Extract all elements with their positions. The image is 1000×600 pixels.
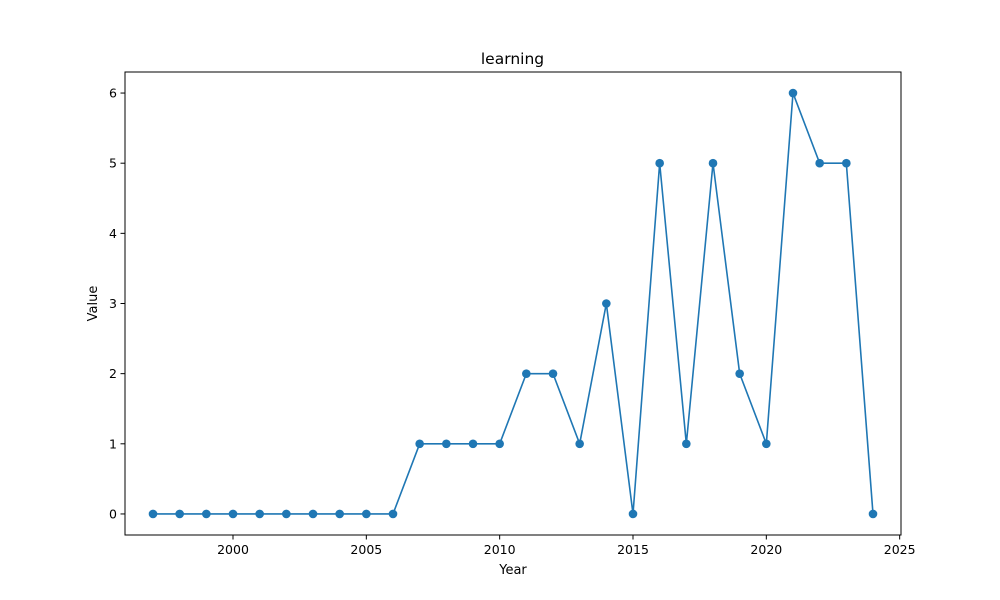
data-point (842, 158, 851, 168)
x-tick-label: 2005 (350, 542, 382, 557)
data-point (282, 509, 291, 519)
y-tick-label: 0 (109, 506, 117, 521)
data-point (495, 439, 504, 449)
x-tick-label: 2010 (484, 542, 516, 557)
data-point (415, 439, 424, 449)
data-point (442, 439, 451, 449)
data-point (388, 509, 398, 519)
plot-area-frame (124, 71, 902, 536)
series-line (153, 92, 874, 515)
series-layer (148, 88, 878, 519)
axis-ticks: 2000 2005 2010 2015 2020 2025 0 1 2 3 4 5 6 (109, 86, 916, 557)
data-point (682, 439, 691, 449)
data-point (655, 158, 664, 168)
x-tick-label: 2015 (617, 542, 649, 557)
data-point (148, 509, 158, 519)
y-tick-label: 4 (109, 226, 117, 241)
y-tick-label: 1 (109, 436, 117, 451)
data-point (575, 439, 584, 449)
chart-title: learning (481, 50, 544, 68)
data-point (602, 299, 611, 308)
data-point (255, 509, 264, 519)
x-tick-label: 2025 (884, 542, 916, 557)
data-point (175, 509, 184, 519)
data-point (708, 158, 718, 168)
x-tick-label: 2000 (217, 542, 249, 557)
x-axis-title: Year (498, 563, 527, 578)
y-tick-label: 3 (109, 296, 117, 311)
data-point (202, 509, 211, 519)
data-point (628, 509, 638, 519)
data-point (335, 509, 344, 519)
y-tick-label: 2 (109, 366, 117, 381)
data-point (522, 369, 531, 378)
data-point (468, 439, 478, 449)
data-point (868, 509, 878, 519)
data-point (362, 509, 371, 519)
y-tick-label: 6 (109, 86, 117, 101)
data-point (762, 439, 771, 449)
data-point (735, 369, 744, 378)
data-point (228, 509, 238, 519)
data-point (548, 369, 558, 378)
x-tick-label: 2020 (750, 542, 782, 557)
data-point (788, 88, 798, 98)
data-point (308, 509, 318, 519)
data-point (815, 158, 824, 168)
y-tick-label: 5 (109, 156, 117, 171)
y-axis-title: Value (86, 286, 101, 322)
